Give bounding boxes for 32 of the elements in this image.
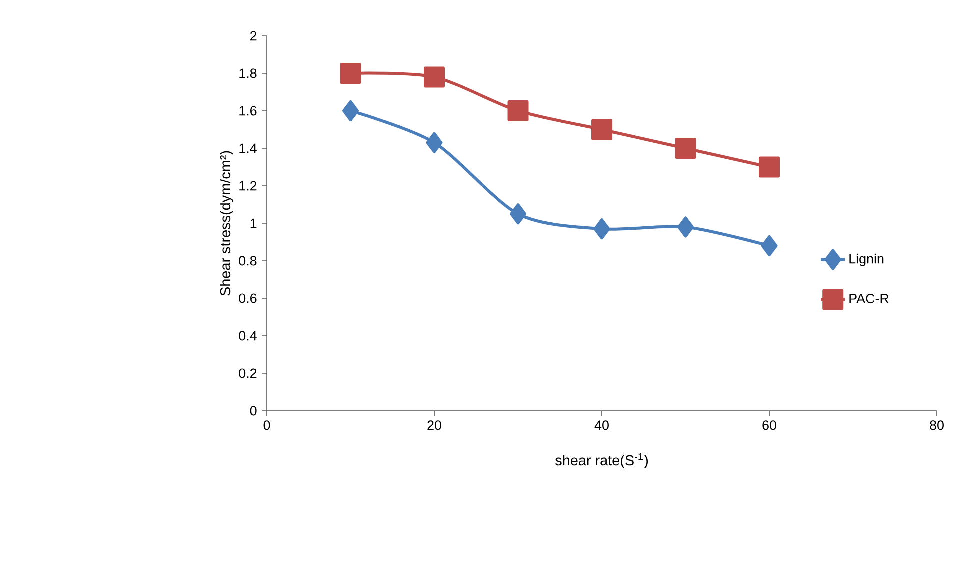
point xyxy=(424,66,446,88)
point xyxy=(675,138,696,159)
point xyxy=(510,204,527,225)
y-tick-label: 1.8 xyxy=(240,68,257,78)
y-axis-title: Shear stress(dym/cm²) xyxy=(220,151,234,296)
point xyxy=(678,216,694,238)
y-tick-label: 1 xyxy=(250,218,257,228)
x-tick-label: 40 xyxy=(594,420,609,430)
y-tick-label: 0.4 xyxy=(239,331,257,341)
x-tick-label: 60 xyxy=(762,420,776,430)
x-tick-label: 80 xyxy=(930,420,944,430)
y-tick-label: 1.6 xyxy=(240,106,257,116)
y-tick-label: 1.4 xyxy=(240,144,257,154)
y-tick-label: 2 xyxy=(250,31,257,41)
point xyxy=(508,100,529,122)
point xyxy=(759,156,780,178)
legend-label: Lignin xyxy=(850,254,884,266)
x-tick-label: 0 xyxy=(264,420,270,430)
y-tick-label: 0.8 xyxy=(239,256,257,266)
point xyxy=(761,235,778,256)
point xyxy=(592,119,613,140)
point xyxy=(426,132,443,154)
legend-label: PAC-R xyxy=(850,294,889,304)
y-tick-label: 0.6 xyxy=(239,294,257,304)
point xyxy=(594,218,610,240)
point xyxy=(342,100,360,122)
x-axis-title: shear rate(S$^{-1}$) xyxy=(556,453,648,469)
y-tick-label: 0 xyxy=(250,406,257,416)
y-tick-label: 0.2 xyxy=(239,368,257,378)
point xyxy=(340,62,362,84)
y-tick-label: 1.2 xyxy=(240,181,257,191)
x-tick-label: 20 xyxy=(428,420,442,430)
